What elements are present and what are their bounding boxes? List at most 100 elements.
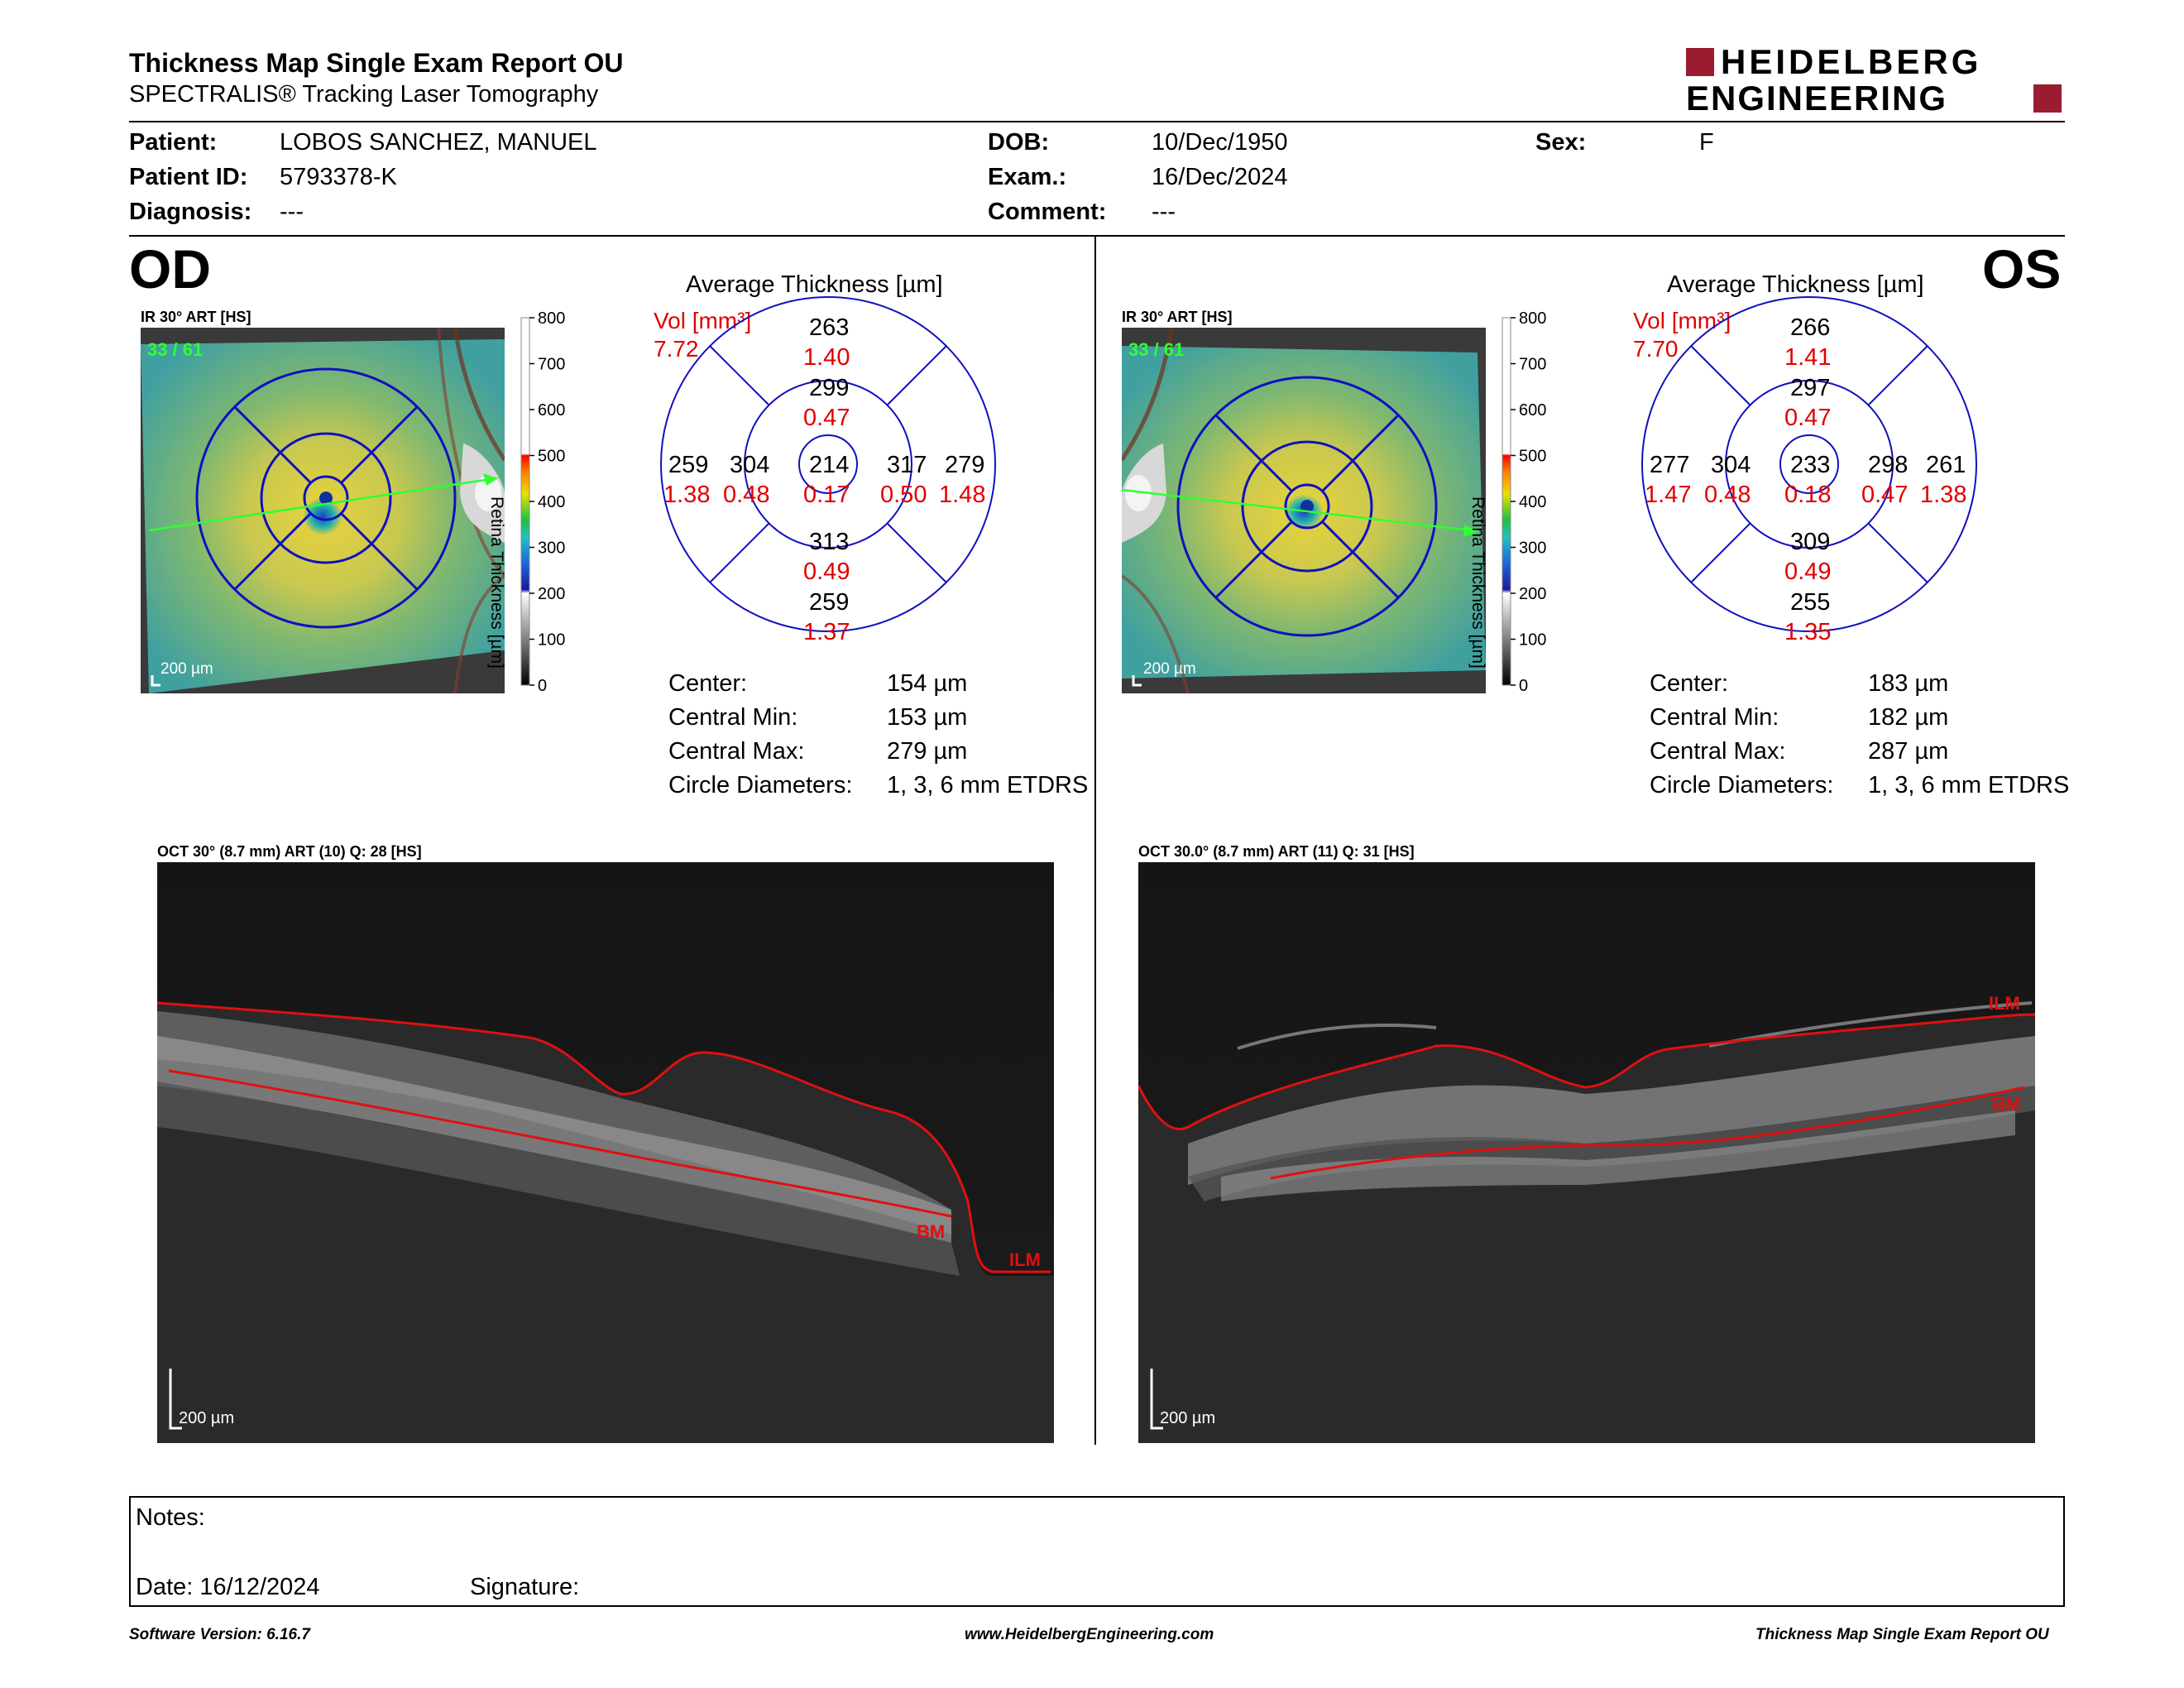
od-vol-label: Vol [mm³]	[654, 308, 752, 333]
od-outer-temp-thickness: 259	[668, 452, 709, 478]
heidelberg-logo: HEIDELBERG ENGINEERING	[1686, 45, 2065, 116]
od-inner-sup-thickness: 299	[809, 375, 850, 401]
od-inner-temp-thickness: 304	[730, 452, 770, 478]
od-inner-nasal-volume: 0.50	[880, 482, 927, 508]
dob-label: DOB:	[988, 129, 1050, 156]
colorbar-tick-label: 700	[1519, 356, 1546, 374]
od-frame-counter: 33 / 61	[147, 339, 203, 360]
od-outer-nasal-thickness: 279	[945, 452, 985, 478]
notes-box	[129, 1496, 2065, 1607]
colorbar-tick-label: 500	[1519, 448, 1546, 466]
od-center-thickness: 214	[809, 452, 850, 478]
os-inner-inf-thickness: 309	[1790, 529, 1831, 555]
colorbar-tick-label: 100	[538, 631, 565, 650]
colorbar-tick-label: 300	[538, 539, 565, 558]
patient-id-label: Patient ID:	[129, 164, 248, 190]
os-oct-label: OCT 30.0° (8.7 mm) ART (11) Q: 31 [HS]	[1138, 843, 1415, 860]
logo-line1: HEIDELBERG	[1721, 42, 1982, 81]
od-avg-title: Average Thickness [µm]	[686, 271, 943, 298]
os-outer-sup-volume: 1.41	[1784, 344, 1832, 371]
os-thickness-map: 33 / 61 200 µm	[1122, 328, 1486, 693]
os-ir-label: IR 30° ART [HS]	[1122, 309, 1233, 325]
od-eye-label: OD	[129, 238, 211, 300]
comment-value: ---	[1152, 199, 1176, 225]
colorbar-tick-label: 100	[1519, 631, 1546, 650]
colorbar-tick-label: 400	[1519, 493, 1546, 511]
os-colorbar-title: Retina Thickness [µm]	[1468, 496, 1487, 669]
od-inner-nasal-thickness: 317	[887, 452, 927, 478]
logo-line2: ENGINEERING	[1686, 79, 1948, 117]
od-stat-label: Central Min:	[668, 704, 798, 731]
report-title: Thickness Map Single Exam Report OU	[129, 48, 624, 78]
colorbar-tick-label: 0	[1519, 677, 1528, 695]
colorbar-tick-label: 800	[538, 309, 565, 328]
os-outer-inf-volume: 1.35	[1784, 619, 1832, 645]
footer-url[interactable]: www.HeidelbergEngineering.com	[965, 1626, 1214, 1643]
diagnosis-label: Diagnosis:	[129, 199, 252, 225]
od-outer-nasal-volume: 1.48	[939, 482, 986, 508]
signature-label[interactable]: Signature:	[470, 1574, 580, 1600]
os-stat-value: 182 µm	[1868, 704, 1949, 731]
colorbar-tick-label: 400	[538, 493, 565, 511]
patient-id-value: 5793378-K	[280, 164, 397, 190]
od-ir-label: IR 30° ART [HS]	[141, 309, 251, 325]
od-outer-temp-volume: 1.38	[663, 482, 711, 508]
os-outer-nasal-thickness: 261	[1926, 452, 1966, 478]
os-center-thickness: 233	[1790, 452, 1831, 478]
exam-value: 16/Dec/2024	[1152, 164, 1288, 190]
os-center-volume: 0.18	[1784, 482, 1832, 508]
footer-report-name: Thickness Map Single Exam Report OU	[1755, 1626, 2049, 1643]
od-inner-inf-thickness: 313	[809, 529, 850, 555]
comment-label: Comment:	[988, 199, 1107, 225]
os-stat-value: 287 µm	[1868, 738, 1949, 765]
os-inner-inf-volume: 0.49	[1784, 559, 1832, 585]
colorbar-tick-label: 600	[1519, 401, 1546, 420]
os-outer-temp-thickness: 277	[1650, 452, 1690, 478]
diagnosis-value: ---	[280, 199, 304, 225]
od-center-volume: 0.17	[803, 482, 850, 508]
od-stat-label: Circle Diameters:	[668, 772, 853, 798]
os-outer-nasal-volume: 1.38	[1920, 482, 1967, 508]
os-eye-label: OS	[1982, 238, 2062, 300]
exam-label: Exam.:	[988, 164, 1067, 190]
os-ilm-label: ILM	[1989, 993, 2020, 1014]
sex-value: F	[1699, 129, 1714, 156]
os-bm-label: BM	[1992, 1094, 2020, 1115]
os-stat-label: Central Max:	[1650, 738, 1786, 765]
logo-square-bottom	[2033, 84, 2062, 113]
colorbar-tick-label: 800	[1519, 309, 1546, 328]
od-oct-bscan: BM ILM 200 µm	[157, 862, 1054, 1443]
od-colorbar-title: Retina Thickness [µm]	[487, 496, 506, 669]
report-subtitle: SPECTRALIS® Tracking Laser Tomography	[129, 81, 599, 108]
os-inner-sup-volume: 0.47	[1784, 405, 1832, 431]
os-oct-bscan: ILM BM 200 µm	[1138, 862, 2035, 1443]
od-oct-scale: 200 µm	[179, 1409, 234, 1427]
os-stat-value: 183 µm	[1868, 670, 1949, 697]
os-oct-scale: 200 µm	[1160, 1409, 1215, 1427]
od-etdrs-grid	[660, 296, 996, 632]
os-inner-sup-thickness: 297	[1790, 375, 1831, 401]
patient-label: Patient:	[129, 129, 218, 156]
od-outer-inf-volume: 1.37	[803, 619, 850, 645]
od-inner-sup-volume: 0.47	[803, 405, 850, 431]
os-stat-label: Central Min:	[1650, 704, 1779, 731]
os-stat-label: Center:	[1650, 670, 1729, 697]
sex-label: Sex:	[1535, 129, 1587, 156]
od-stat-value: 1, 3, 6 mm ETDRS	[887, 772, 1089, 798]
od-outer-inf-thickness: 259	[809, 589, 850, 616]
os-vol-label: Vol [mm³]	[1633, 308, 1731, 333]
od-colorbar: 800 700 600 500 400 300 200 100 0	[520, 309, 565, 695]
dob-value: 10/Dec/1950	[1152, 129, 1288, 156]
od-vol-total: 7.72	[654, 336, 699, 362]
colorbar-tick-label: 300	[1519, 539, 1546, 558]
os-inner-nasal-thickness: 298	[1868, 452, 1909, 478]
notes-label: Notes:	[136, 1504, 205, 1531]
od-stat-label: Center:	[668, 670, 748, 697]
os-stat-label: Circle Diameters:	[1650, 772, 1834, 798]
od-stat-value: 279 µm	[887, 738, 968, 765]
od-inner-inf-volume: 0.49	[803, 559, 850, 585]
colorbar-tick-label: 200	[1519, 585, 1546, 603]
os-frame-counter: 33 / 61	[1128, 339, 1184, 360]
header-rule	[129, 121, 2065, 122]
logo-square-top	[1686, 48, 1714, 76]
